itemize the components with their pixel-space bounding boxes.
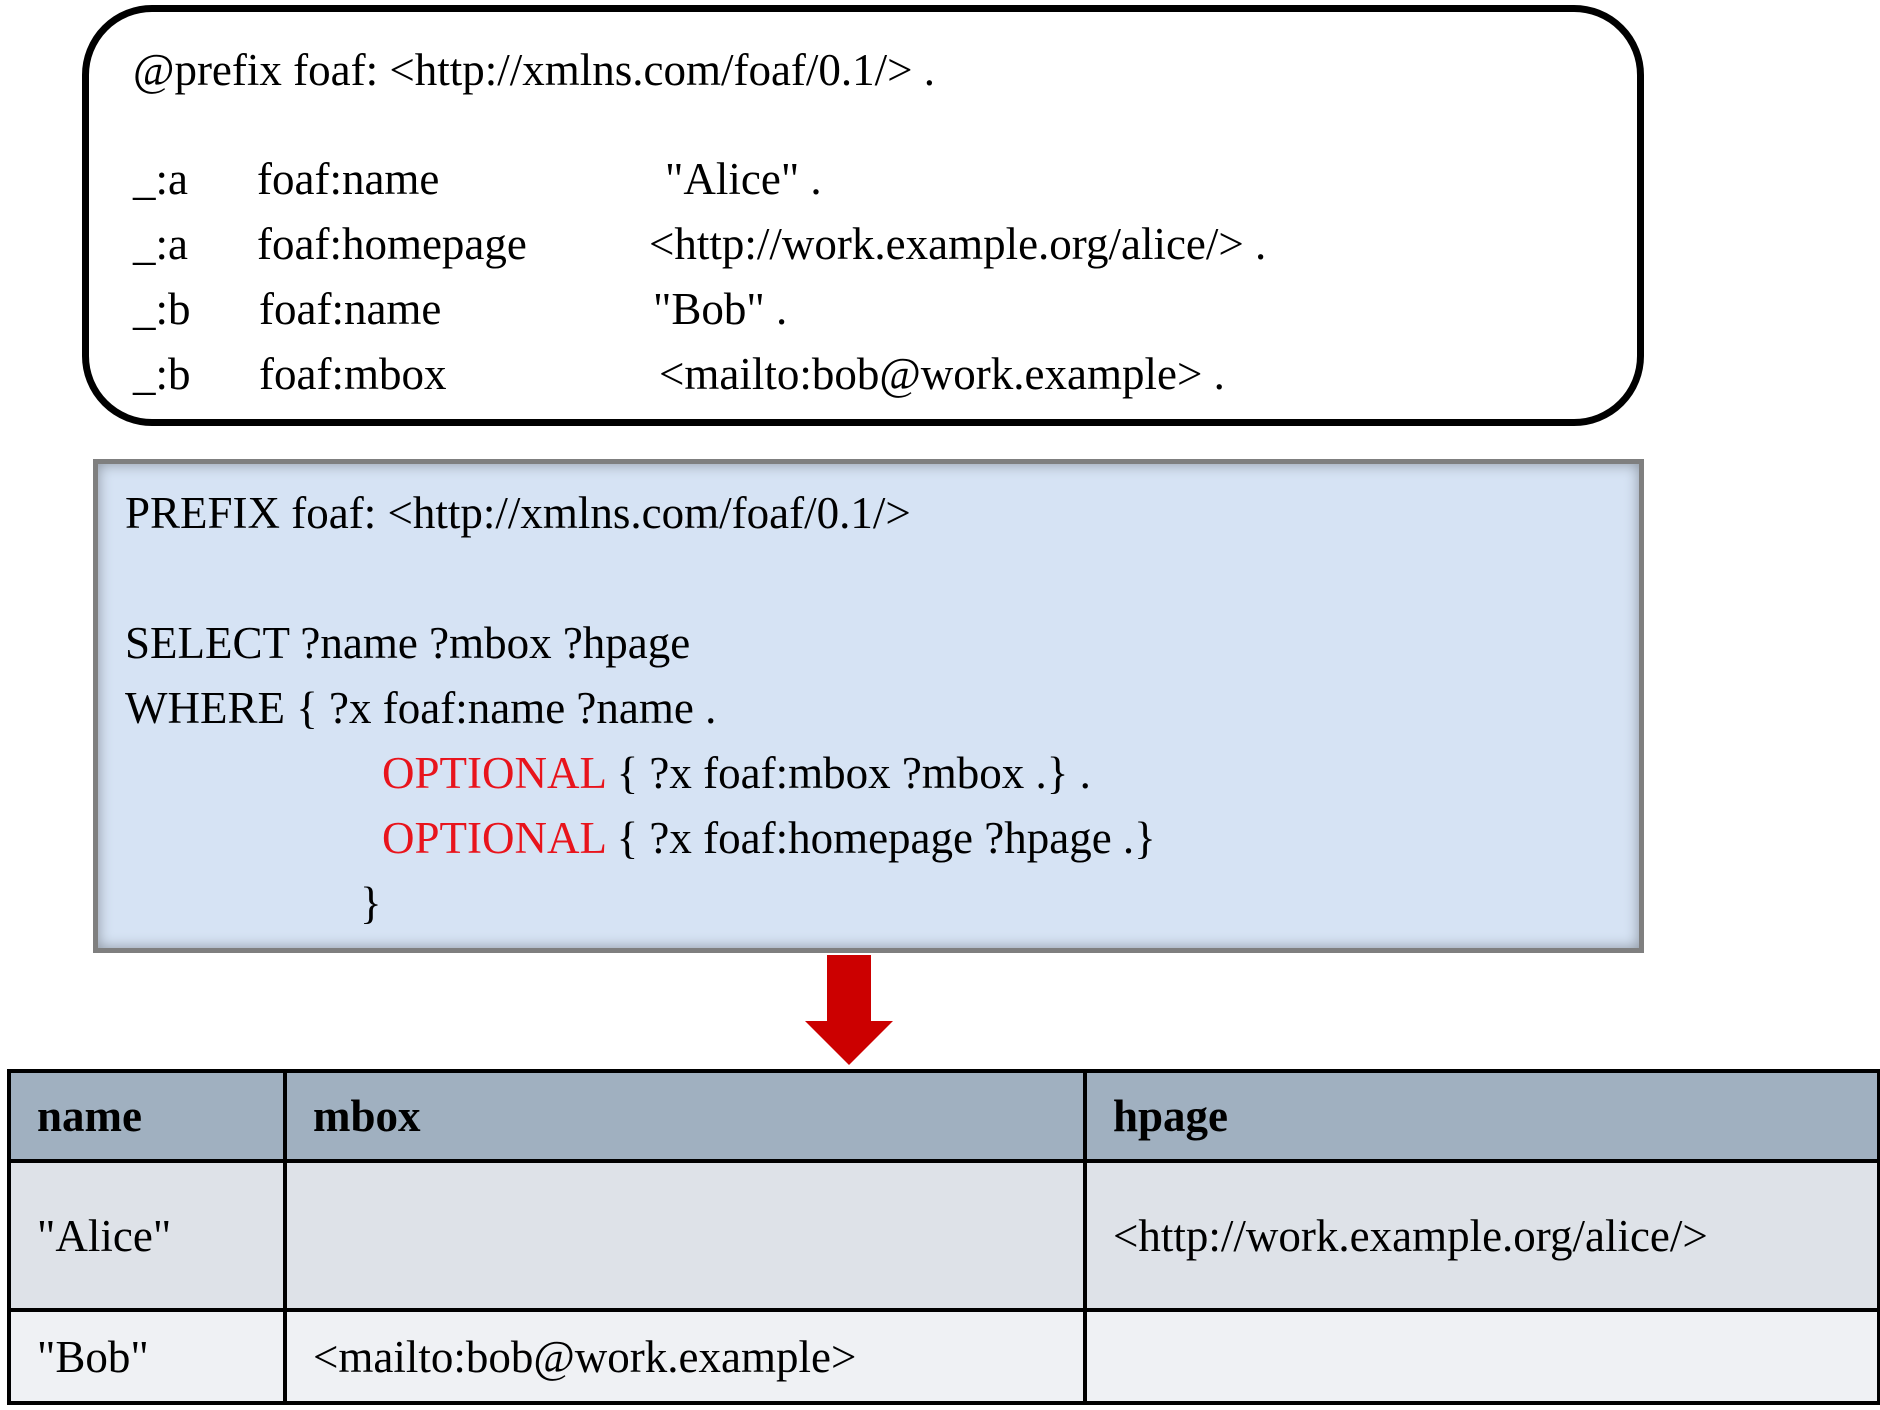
cell-mbox — [283, 1158, 1087, 1313]
cell-hpage: <http://work.example.org/alice/> — [1083, 1158, 1880, 1313]
optional-line-1: OPTIONAL { ?x foaf:mbox ?mbox .} . — [382, 751, 1091, 796]
triple-1-object: "Alice" . — [665, 154, 822, 204]
optional-keyword: OPTIONAL — [382, 748, 606, 798]
table-row: "Bob" <mailto:bob@work.example> — [7, 1308, 1880, 1405]
data-prefix-line: @prefix foaf: <http://xmlns.com/foaf/0.1… — [133, 45, 936, 95]
column-header-hpage: hpage — [1083, 1069, 1880, 1163]
column-header-name: name — [7, 1069, 287, 1163]
rdf-data-box: @prefix foaf: <http://xmlns.com/foaf/0.1… — [82, 5, 1644, 426]
query-select-line: SELECT ?name ?mbox ?hpage — [125, 618, 691, 668]
cell-name: "Alice" — [7, 1158, 287, 1313]
down-arrow-icon — [805, 955, 893, 1065]
column-header-mbox: mbox — [283, 1069, 1087, 1163]
query-where-line: WHERE { ?x foaf:name ?name . — [125, 683, 717, 733]
cell-mbox: <mailto:bob@work.example> — [283, 1308, 1087, 1405]
triple-2-object: <http://work.example.org/alice/> . — [649, 219, 1267, 269]
triple-4-predicate: foaf:mbox — [259, 349, 447, 399]
result-table: name mbox hpage "Alice" <http://work.exa… — [7, 1069, 1880, 1405]
optional-keyword: OPTIONAL — [382, 813, 606, 863]
triple-3-subject: _:b — [133, 284, 191, 334]
optional-line-2: OPTIONAL { ?x foaf:homepage ?hpage .} — [382, 816, 1156, 861]
query-closing-brace: } — [360, 878, 382, 928]
query-prefix-line: PREFIX foaf: <http://xmlns.com/foaf/0.1/… — [125, 488, 911, 538]
triple-2-subject: _:a — [133, 219, 188, 269]
triple-3-predicate: foaf:name — [259, 284, 442, 334]
table-header-row: name mbox hpage — [7, 1069, 1880, 1163]
triple-1-subject: _:a — [133, 154, 188, 204]
cell-hpage — [1083, 1308, 1880, 1405]
sparql-query-box: PREFIX foaf: <http://xmlns.com/foaf/0.1/… — [93, 459, 1644, 953]
triple-2-predicate: foaf:homepage — [257, 219, 527, 269]
triple-1-predicate: foaf:name — [257, 154, 440, 204]
triple-4-object: <mailto:bob@work.example> . — [659, 349, 1225, 399]
optional-2-rest: { ?x foaf:homepage ?hpage .} — [605, 813, 1156, 863]
cell-name: "Bob" — [7, 1308, 287, 1405]
triple-3-object: "Bob" . — [653, 284, 788, 334]
triple-4-subject: _:b — [133, 349, 191, 399]
table-row: "Alice" <http://work.example.org/alice/> — [7, 1158, 1880, 1313]
optional-1-rest: { ?x foaf:mbox ?mbox .} . — [605, 748, 1091, 798]
